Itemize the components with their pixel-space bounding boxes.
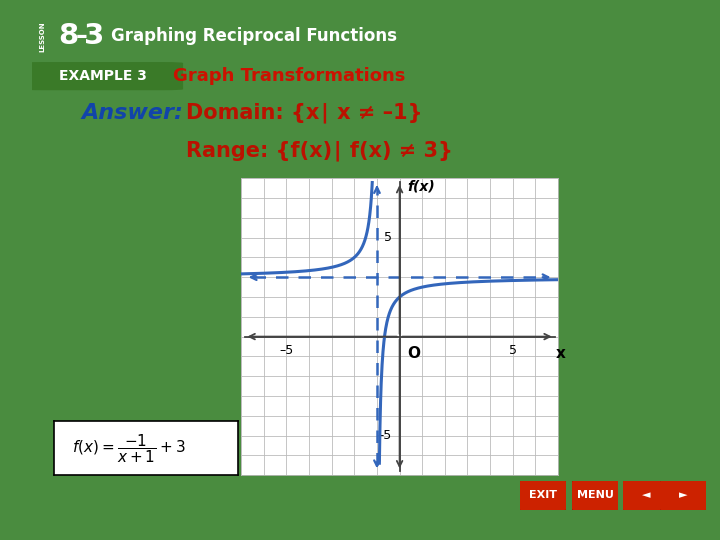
Text: 3: 3 (84, 22, 105, 50)
Text: x: x (556, 346, 566, 361)
FancyBboxPatch shape (571, 480, 620, 511)
Text: 8: 8 (58, 22, 78, 50)
Text: EXIT: EXIT (529, 490, 557, 501)
Text: 5: 5 (384, 231, 392, 244)
Text: Range: {f(x)∣ f(x) ≠ 3}: Range: {f(x)∣ f(x) ≠ 3} (186, 140, 454, 161)
Text: ◄: ◄ (642, 490, 650, 501)
Text: LESSON: LESSON (40, 22, 45, 52)
FancyBboxPatch shape (518, 480, 567, 511)
Text: –5: –5 (377, 429, 392, 442)
Text: Graphing Reciprocal Functions: Graphing Reciprocal Functions (111, 27, 397, 45)
Text: EXAMPLE 3: EXAMPLE 3 (59, 69, 147, 83)
Text: MENU: MENU (577, 490, 614, 501)
Text: Domain: {x∣ x ≠ –1}: Domain: {x∣ x ≠ –1} (186, 103, 423, 123)
Text: f(x): f(x) (408, 179, 436, 193)
Text: –: – (76, 24, 87, 48)
FancyBboxPatch shape (621, 480, 670, 511)
Text: O: O (408, 346, 420, 361)
FancyBboxPatch shape (659, 480, 708, 511)
Text: $f(x) = \dfrac{-1}{x+1} + 3$: $f(x) = \dfrac{-1}{x+1} + 3$ (72, 432, 186, 464)
Text: ►: ► (679, 490, 688, 501)
Text: 5: 5 (509, 343, 517, 356)
FancyBboxPatch shape (22, 62, 183, 90)
Text: –5: –5 (279, 343, 294, 356)
Text: Answer:: Answer: (81, 103, 184, 123)
Text: Graph Transformations: Graph Transformations (174, 66, 405, 85)
